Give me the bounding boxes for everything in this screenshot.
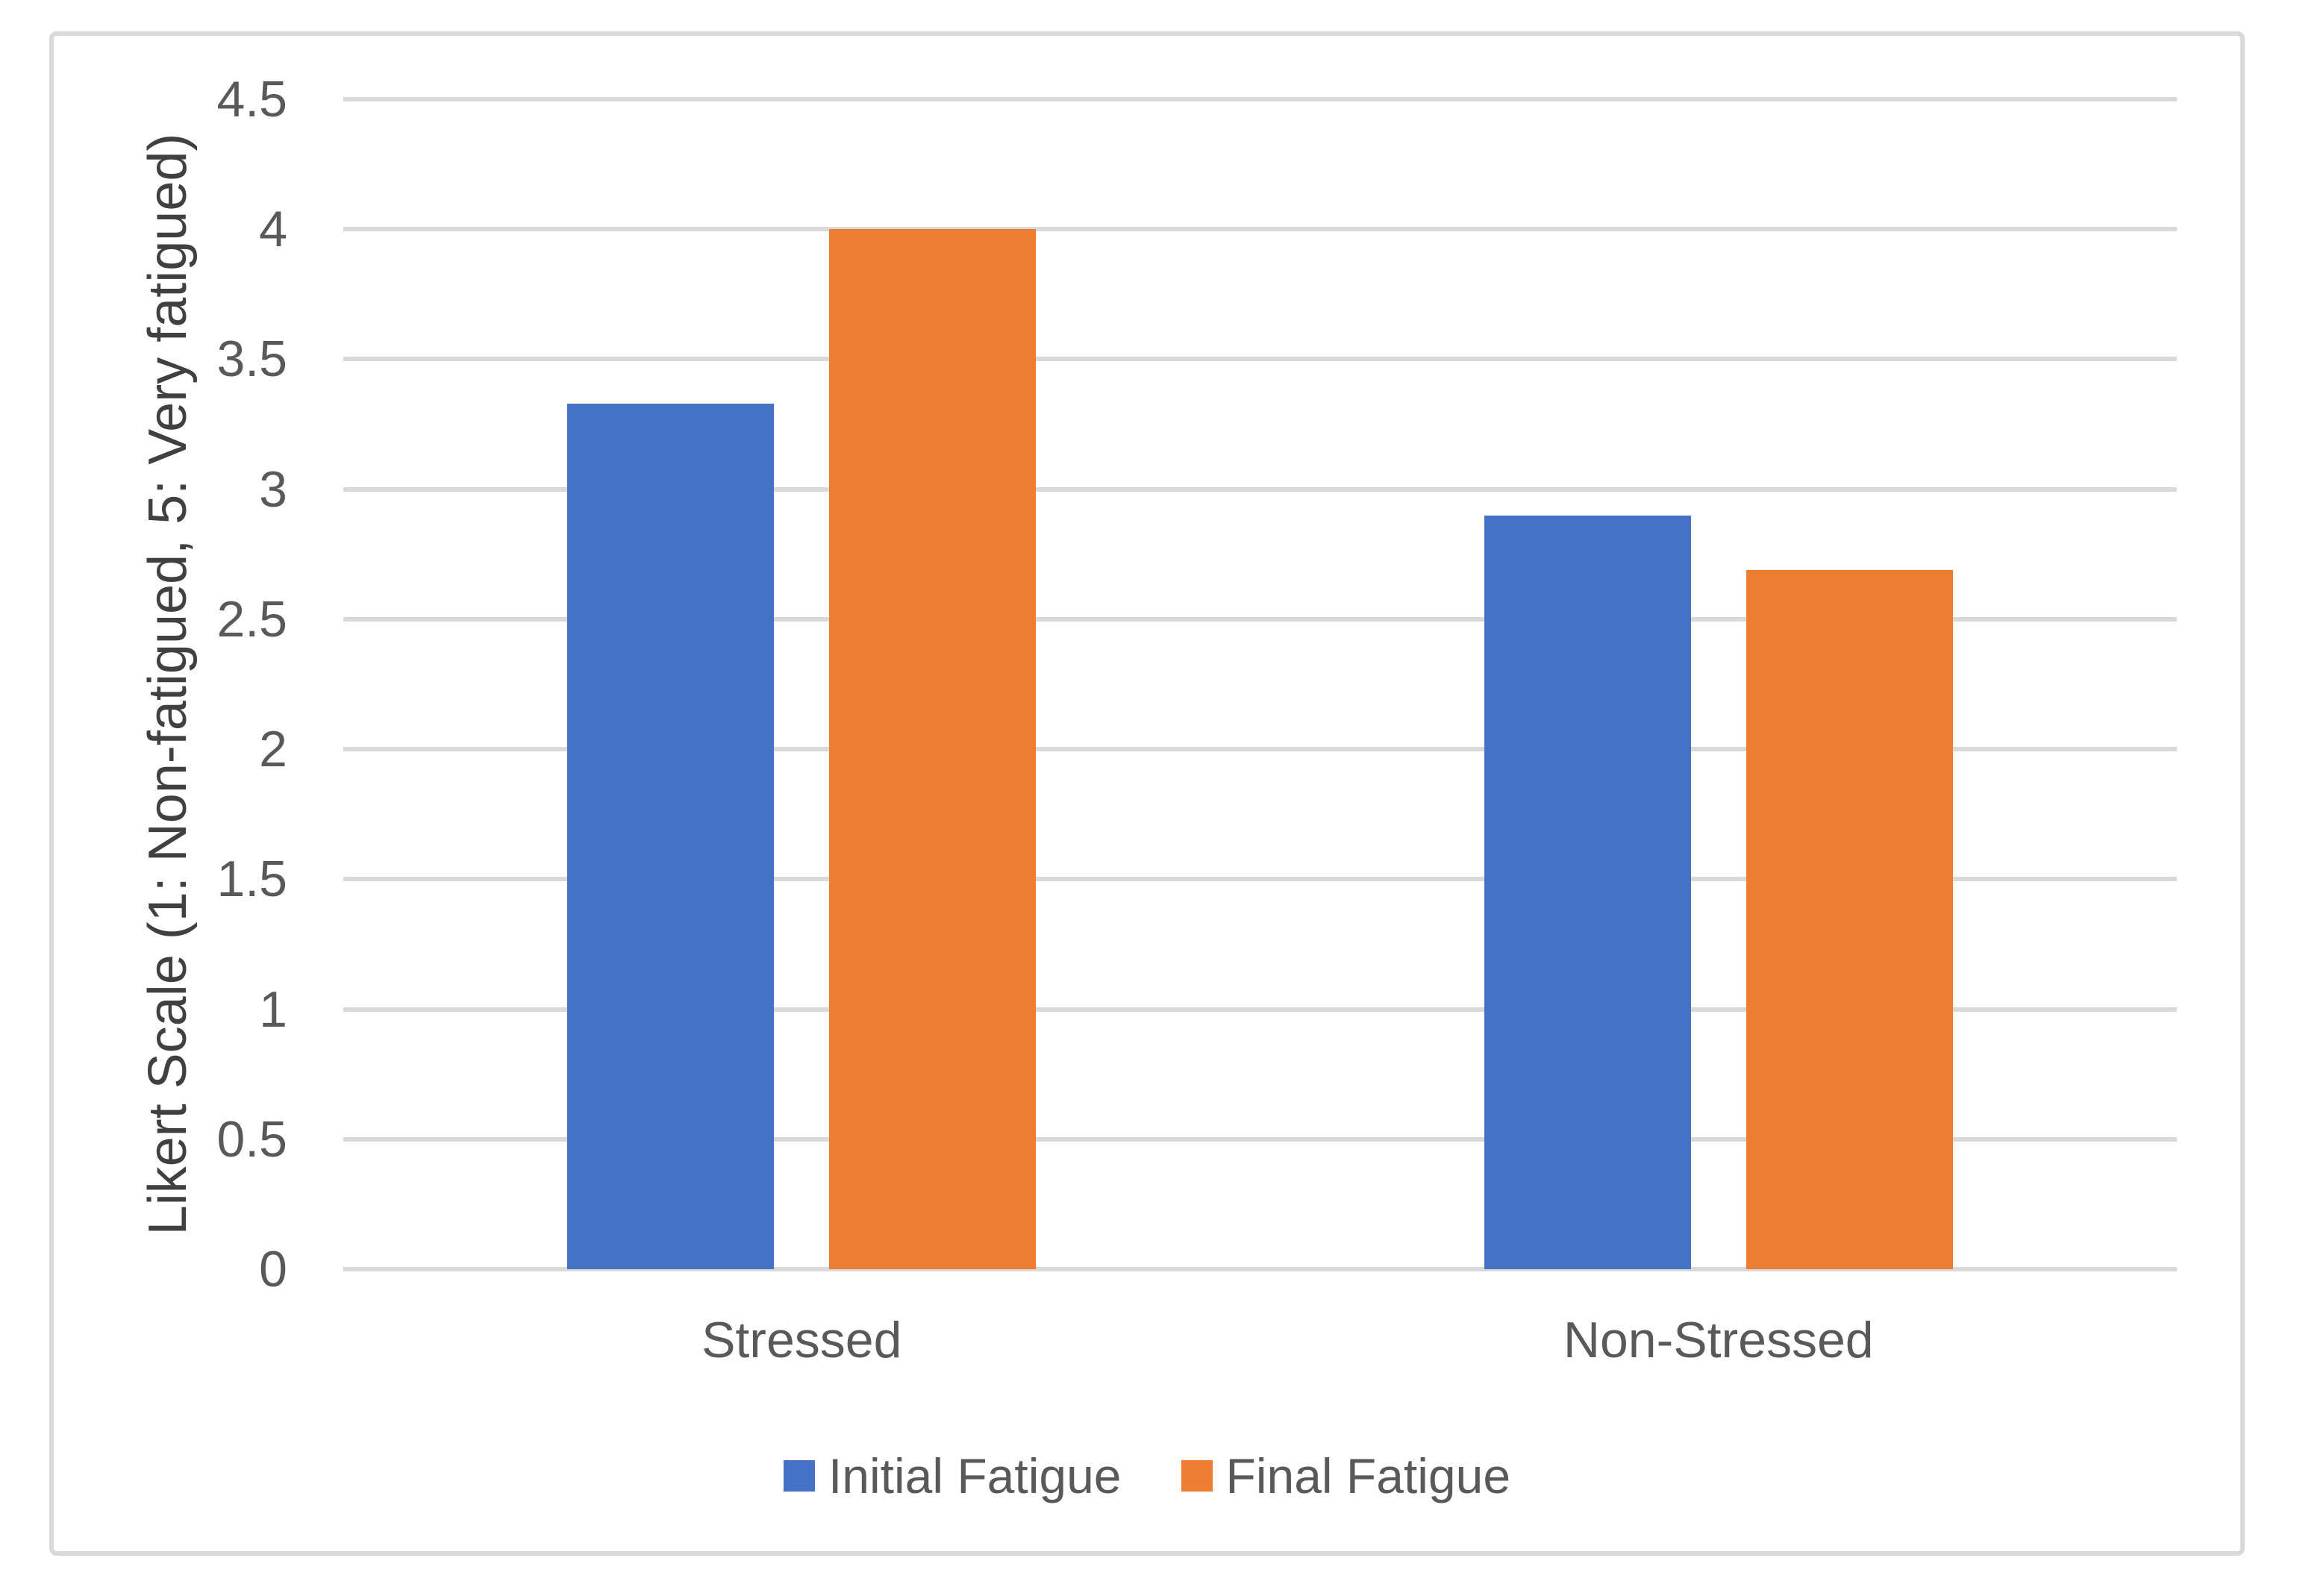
y-tick-label: 2.5 <box>216 590 287 648</box>
y-tick-label: 4 <box>259 201 287 258</box>
gridline <box>343 747 2177 752</box>
legend-entry-final-fatigue: Final Fatigue <box>1181 1448 1511 1504</box>
bar-stressed-final-fatigue <box>829 229 1037 1269</box>
legend-swatch-icon <box>783 1460 815 1492</box>
legend-swatch-icon <box>1181 1460 1213 1492</box>
chart-frame: Likert Scale (1: Non-fatigued, 5: Very f… <box>49 31 2245 1556</box>
bar-stressed-initial-fatigue <box>567 403 775 1269</box>
y-tick-label: 1.5 <box>216 851 287 908</box>
y-tick-label: 2 <box>259 721 287 778</box>
gridline <box>343 1136 2177 1142</box>
gridline <box>343 616 2177 622</box>
x-axis-line <box>343 1267 2177 1271</box>
chart-legend: Initial Fatigue Final Fatigue <box>54 1446 2240 1506</box>
category-label-stressed: Stressed <box>701 1312 902 1368</box>
gridline <box>343 877 2177 882</box>
legend-entry-initial-fatigue: Initial Fatigue <box>783 1448 1122 1504</box>
legend-label: Initial Fatigue <box>828 1448 1122 1503</box>
gridline <box>343 486 2177 492</box>
y-tick-label: 0 <box>259 1241 287 1298</box>
gridline <box>343 1007 2177 1012</box>
gridline <box>343 227 2177 232</box>
bar-non-stressed-initial-fatigue <box>1484 515 1691 1269</box>
category-label-non-stressed: Non-Stressed <box>1563 1312 1874 1368</box>
y-tick-label: 3 <box>259 460 287 518</box>
gridline <box>343 97 2177 101</box>
y-tick-label: 0.5 <box>216 1110 287 1168</box>
y-tick-label: 3.5 <box>216 331 287 388</box>
y-tick-label: 1 <box>259 980 287 1038</box>
gridline <box>343 357 2177 362</box>
bar-non-stressed-final-fatigue <box>1746 569 1953 1269</box>
y-tick-label: 4.5 <box>216 71 287 128</box>
plot-area <box>343 97 2177 1271</box>
y-axis-tick-labels: 4.5 4 3.5 3 2.5 2 1.5 1 0.5 0 <box>54 71 287 1298</box>
legend-label: Final Fatigue <box>1225 1448 1511 1503</box>
